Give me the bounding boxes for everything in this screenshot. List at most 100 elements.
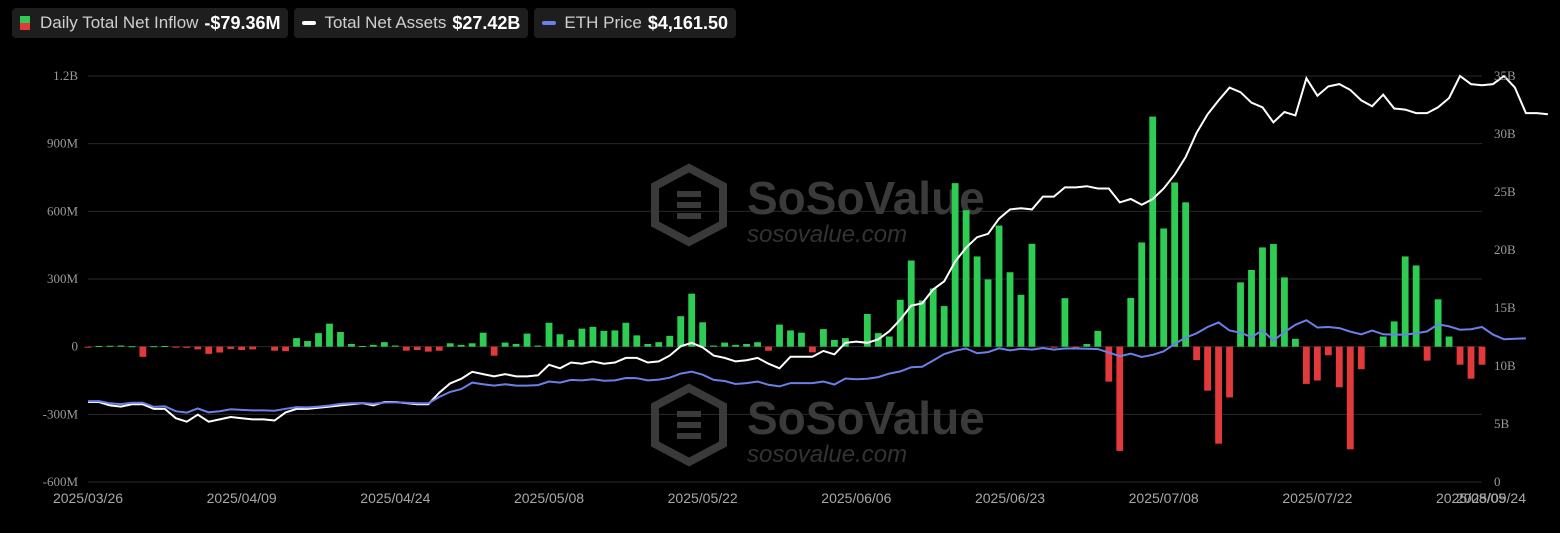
inflow-bar: [995, 225, 1003, 347]
inflow-bar: [940, 306, 948, 347]
inflow-bar: [1171, 182, 1179, 347]
x-tick-label: 2025/03/26: [53, 490, 123, 506]
inflow-bar: [809, 346, 816, 353]
price-swatch-icon: [542, 21, 557, 25]
watermark-brand: SoSoValue: [747, 392, 985, 444]
inflow-bar: [644, 343, 652, 347]
right-tick-label: 35B: [1494, 68, 1516, 83]
inflow-bar: [1182, 202, 1190, 347]
inflow-bar: [1423, 346, 1431, 361]
inflow-bar: [1379, 336, 1387, 347]
inflow-bar: [446, 343, 454, 347]
inflow-bar: [600, 330, 608, 347]
inflow-swatch-icon: [20, 16, 30, 30]
inflow-bar: [633, 335, 641, 347]
x-tick-label: 2025/06/23: [975, 490, 1045, 506]
inflow-bar: [1456, 346, 1464, 365]
inflow-bar: [249, 346, 257, 350]
inflow-bar: [282, 346, 289, 352]
legend-net-inflow[interactable]: Daily Total Net Inflow -$79.36M: [12, 8, 289, 38]
inflow-bar: [293, 338, 300, 347]
inflow-bar: [1281, 277, 1288, 347]
inflow-bar: [721, 342, 729, 347]
inflow-bar: [139, 346, 147, 357]
inflow-bar: [172, 346, 180, 348]
legend-inflow-value: -$79.36M: [204, 12, 281, 33]
right-tick-label: 25B: [1494, 184, 1516, 199]
x-tick-label: 2025/04/24: [360, 490, 430, 506]
inflow-bar: [896, 299, 904, 347]
inflow-bar: [1335, 346, 1343, 388]
series-lines: [88, 74, 1549, 423]
inflow-bar: [128, 346, 136, 348]
inflow-bar: [611, 330, 619, 347]
legend-total-net-assets[interactable]: Total Net Assets $27.42B: [294, 8, 529, 38]
x-tick-label: 2025/05/22: [668, 490, 738, 506]
sosovalue-logo-icon: [651, 163, 727, 247]
inflow-bar: [1138, 242, 1146, 347]
watermark-url: sosovalue.com: [747, 441, 907, 468]
x-tick-label: 2025/08/05: [1436, 490, 1506, 506]
inflow-bar: [1149, 116, 1157, 347]
inflow-bar: [929, 288, 937, 347]
inflow-bar: [1401, 256, 1409, 347]
inflow-bar: [1324, 346, 1332, 356]
inflow-bar: [359, 345, 366, 347]
inflow-bar: [787, 330, 794, 347]
x-tick-label: 2025/07/08: [1129, 490, 1199, 506]
inflow-bar: [1357, 346, 1365, 370]
inflow-bar: [369, 344, 377, 347]
inflow-bar: [820, 329, 827, 347]
inflow-bar: [732, 344, 740, 347]
inflow-bar: [951, 183, 959, 347]
inflow-bar: [918, 300, 926, 347]
logo-bars-icon: [677, 411, 701, 439]
inflow-bar: [1346, 346, 1354, 450]
inflow-bar: [863, 313, 871, 347]
legend: Daily Total Net Inflow -$79.36M Total Ne…: [12, 8, 736, 38]
inflow-bar: [1017, 294, 1025, 347]
inflow-bar: [655, 342, 663, 347]
inflow-bar: [1248, 269, 1255, 347]
total-net-assets-line: [88, 74, 1549, 423]
inflow-bar: [622, 322, 630, 347]
inflow-bar: [326, 323, 333, 347]
x-tick-label: 2025/05/08: [514, 490, 584, 506]
inflow-bar: [84, 346, 92, 348]
legend-inflow-label: Daily Total Net Inflow: [40, 13, 199, 32]
inflow-bar: [512, 343, 520, 347]
watermark-url: sosovalue.com: [747, 221, 907, 248]
inflow-bar: [183, 346, 191, 348]
inflow-bar: [227, 346, 235, 349]
legend-eth-price[interactable]: ETH Price $4,161.50: [534, 8, 736, 38]
inflow-bar: [1302, 346, 1310, 384]
inflow-bar: [337, 332, 344, 347]
inflow-bar: [468, 343, 476, 347]
inflow-bar: [688, 293, 696, 347]
watermark-brand: SoSoValue: [747, 172, 985, 224]
right-tick-label: 10B: [1494, 358, 1516, 373]
eth-price-line: [88, 319, 1526, 414]
inflow-bar: [1215, 346, 1222, 444]
inflow-bar: [161, 345, 169, 347]
inflow-bar: [1237, 282, 1244, 347]
right-tick-label: 20B: [1494, 242, 1516, 257]
inflow-bar: [106, 345, 114, 347]
inflow-bar: [1072, 346, 1080, 348]
assets-swatch-icon: [302, 21, 317, 25]
inflow-bar: [1105, 346, 1113, 382]
left-tick-label: 0: [72, 339, 79, 354]
inflow-bar: [304, 341, 311, 347]
inflow-bar: [1116, 346, 1124, 451]
x-tick-label: 2025/09/24: [1456, 490, 1526, 506]
inflow-bar: [534, 345, 542, 347]
legend-assets-value: $27.42B: [452, 12, 521, 33]
left-tick-label: -300M: [43, 406, 79, 421]
left-tick-label: 300M: [47, 271, 79, 286]
x-tick-label: 2025/04/09: [207, 490, 277, 506]
left-tick-label: 1.2B: [53, 68, 78, 83]
inflow-bar: [567, 339, 575, 347]
inflow-bar: [710, 345, 718, 347]
